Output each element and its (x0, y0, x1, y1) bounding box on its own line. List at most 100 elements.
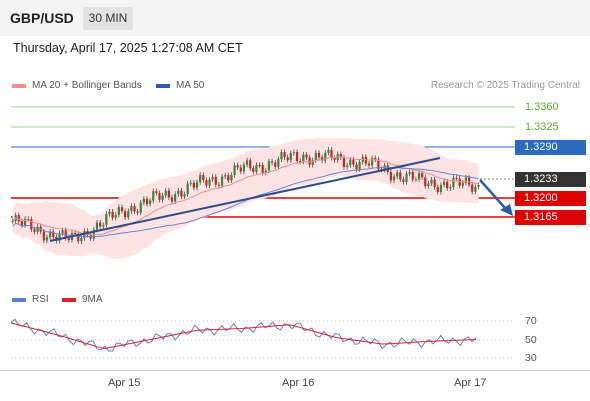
candle-body (333, 157, 336, 161)
candle-body (74, 232, 77, 234)
candle-body (27, 218, 30, 220)
candle-body (224, 175, 227, 177)
candle-body (330, 149, 333, 158)
candle-body (33, 229, 36, 232)
candle-body (464, 177, 468, 183)
candle-body (374, 158, 377, 160)
x-label-apr16: Apr 16 (282, 377, 315, 389)
candle-body (130, 205, 133, 212)
candle-body (405, 173, 408, 182)
candle-body (149, 200, 152, 204)
candle-body (202, 174, 205, 181)
candle-body (233, 165, 236, 175)
candle-body (52, 231, 55, 237)
ma20-swatch (12, 83, 26, 88)
candle-body (377, 159, 380, 170)
candle-body (433, 179, 436, 188)
rsi-label: RSI (32, 294, 49, 305)
candle-body (124, 211, 127, 218)
candle-body (220, 176, 224, 186)
candle-body (17, 215, 20, 222)
pivot-tag: 1.3290 (515, 140, 586, 155)
candle-body (421, 173, 424, 178)
support-2-tag: 1.3165 (515, 210, 586, 225)
candle-body (99, 222, 102, 227)
candle-body (430, 179, 433, 184)
candle-body (402, 179, 405, 182)
trendline (49, 157, 441, 242)
last-price-tag: 1.3233 (515, 172, 586, 187)
candle-body (355, 164, 358, 170)
candle-body (446, 181, 449, 189)
forecast-arrow-line (479, 179, 506, 209)
candle-body (245, 160, 249, 165)
candle-body (458, 178, 461, 186)
credit-label: Research © 2025 Trading Central (430, 80, 580, 91)
ma20-label: MA 20 + Bollinger Bands (32, 80, 142, 91)
candle-body (349, 159, 352, 166)
candle-body (346, 165, 349, 167)
candle-body (236, 165, 239, 168)
rsi-ma9-line (10, 322, 477, 350)
candle-body (170, 197, 174, 202)
candle-body (120, 207, 124, 212)
candle-body (45, 237, 49, 241)
datetime-label: Thursday, April 17, 2025 1:27:08 AM CET (13, 41, 243, 55)
candle-body (367, 163, 371, 166)
candle-body (158, 193, 161, 200)
candle-body (252, 168, 255, 172)
candle-body (295, 152, 299, 162)
candle-body (217, 184, 221, 186)
candle-body (417, 173, 421, 180)
candle-body (342, 157, 346, 167)
candle-body (371, 158, 374, 166)
candle-body (127, 211, 130, 218)
ma9-label: 9MA (82, 294, 103, 305)
candle-body (11, 221, 14, 223)
candle-body (23, 218, 27, 226)
candle-body (270, 161, 274, 163)
candle-body (274, 162, 277, 167)
candle-body (396, 172, 399, 177)
candle-body (280, 152, 283, 160)
candle-body (289, 153, 292, 161)
candle-body (164, 190, 167, 196)
candle-body (442, 181, 446, 185)
candle-body (189, 182, 192, 184)
candle-body (452, 177, 455, 188)
ma50-line (12, 166, 479, 238)
candle-body (227, 175, 230, 181)
candle-body (230, 174, 233, 181)
candle-body (311, 160, 314, 165)
candle-body (177, 190, 180, 195)
candle-body (192, 182, 196, 188)
candle-body (474, 186, 477, 192)
support-1-tag: 1.3200 (515, 191, 586, 206)
candle-body (199, 174, 202, 183)
rsi-swatch (12, 297, 26, 302)
candle-body (352, 159, 355, 165)
resistance-2-label: 1.3360 (525, 101, 559, 113)
candle-body (358, 161, 361, 170)
legend-ma50: MA 50 (156, 80, 204, 91)
candle-body (467, 177, 471, 185)
candle-body (427, 183, 430, 187)
rsi-70-label: 70 (525, 315, 537, 327)
timeframe-button[interactable]: 30 MIN (83, 7, 133, 30)
legend-ma9: 9MA (62, 294, 103, 305)
candle-body (264, 170, 267, 173)
price-chart (10, 106, 515, 359)
candle-body (117, 207, 120, 215)
rsi-30-label: 30 (525, 352, 537, 364)
rsi-line (10, 318, 477, 352)
rsi-50-label: 50 (525, 334, 537, 346)
candle-body (267, 161, 271, 171)
candle-body (95, 222, 99, 230)
candle-body (77, 233, 80, 242)
candle-body (411, 171, 414, 180)
candle-body (133, 205, 136, 212)
candle-body (439, 184, 443, 193)
candle-body (436, 187, 439, 193)
candle-body (389, 171, 392, 181)
candle-body (414, 179, 417, 181)
